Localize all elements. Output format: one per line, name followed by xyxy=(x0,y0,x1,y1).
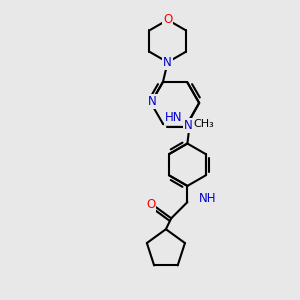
Text: NH: NH xyxy=(199,192,216,205)
Text: N: N xyxy=(148,95,157,108)
Text: O: O xyxy=(146,198,155,211)
Text: O: O xyxy=(163,14,172,26)
Text: CH₃: CH₃ xyxy=(193,119,214,129)
Text: N: N xyxy=(184,119,193,132)
Text: HN: HN xyxy=(165,111,182,124)
Text: N: N xyxy=(163,56,172,69)
